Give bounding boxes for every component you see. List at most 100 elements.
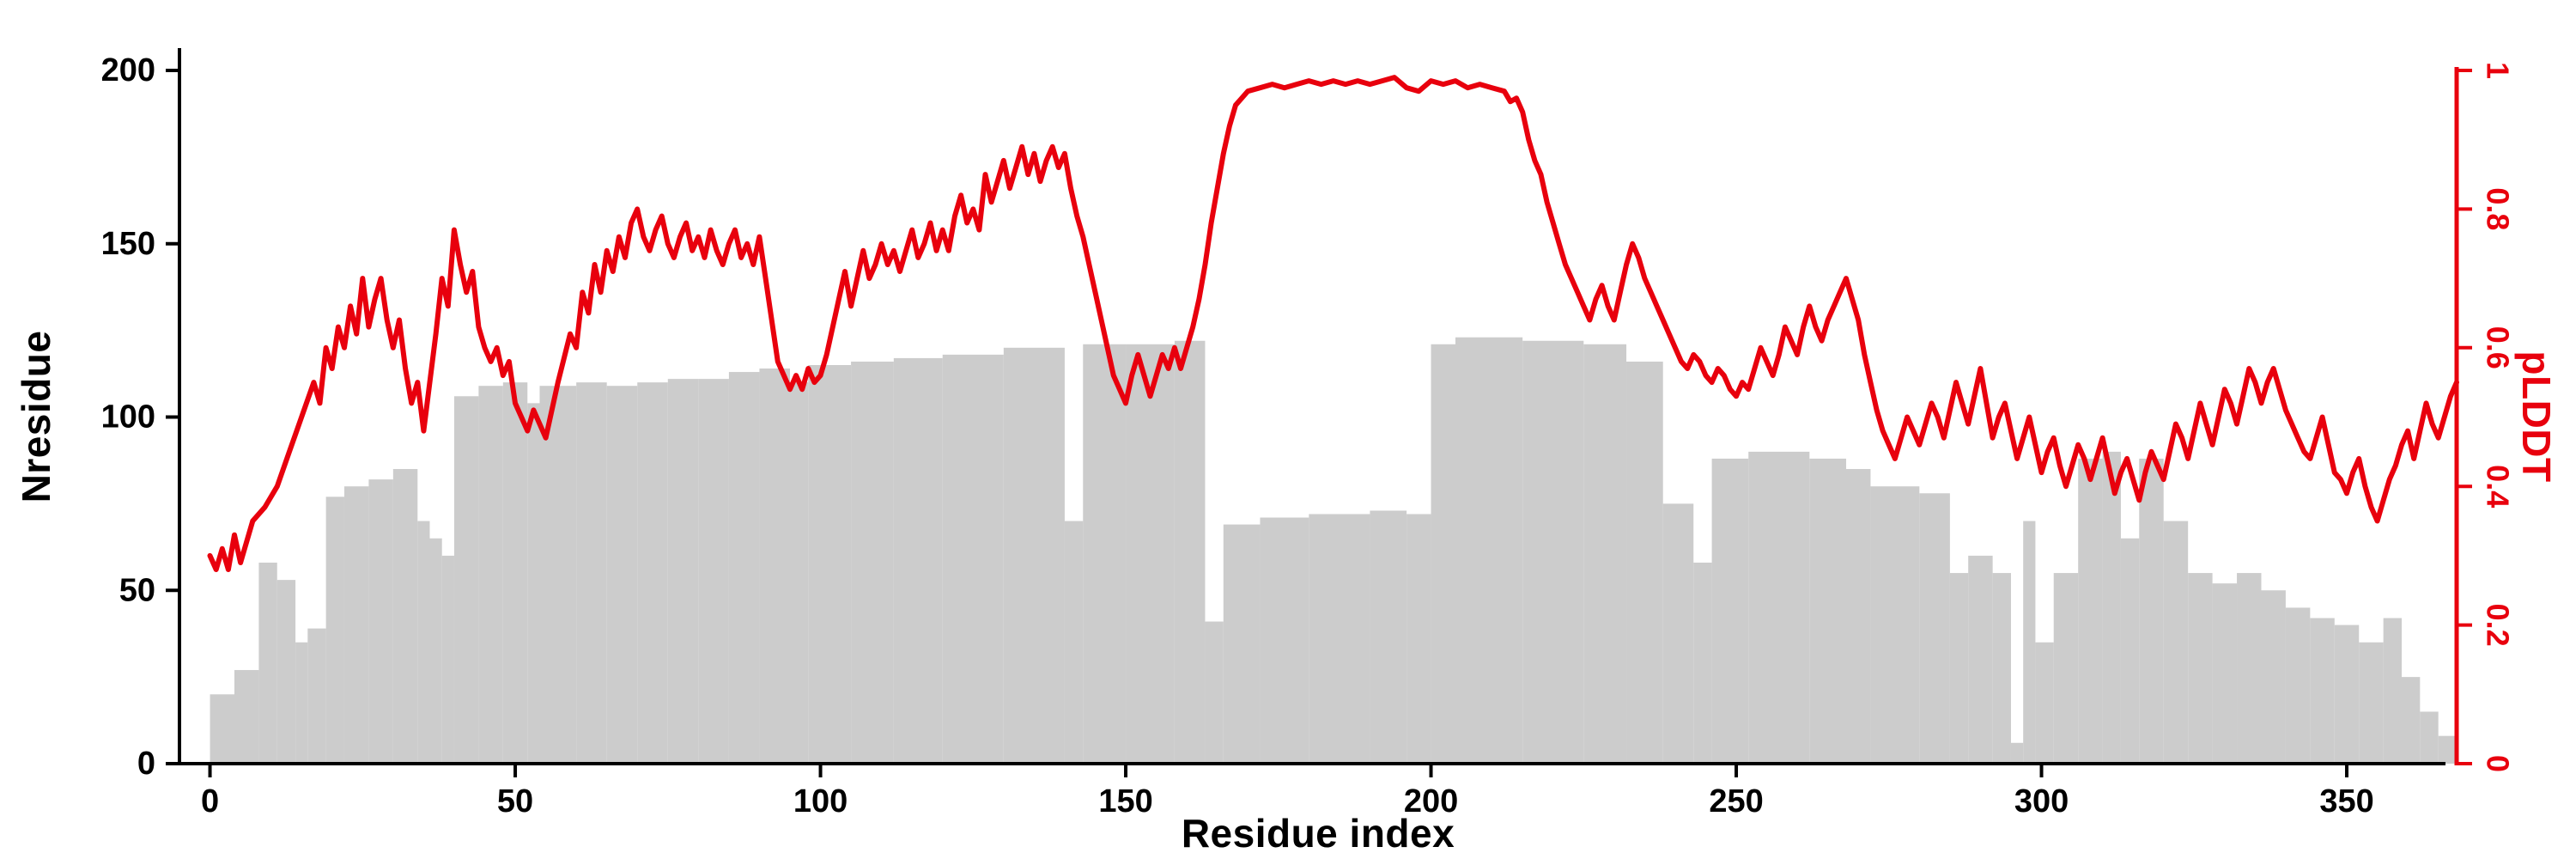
residue-count-bar xyxy=(2285,607,2311,764)
residue-count-bar xyxy=(942,354,1004,764)
residue-count-bar xyxy=(1870,486,1920,764)
residue-count-bar xyxy=(502,382,528,764)
residue-count-bar xyxy=(1126,344,1175,764)
residue-count-bar xyxy=(2120,538,2140,764)
residue-count-bar xyxy=(2035,642,2054,764)
residue-count-bar xyxy=(2139,458,2164,764)
x-tick-label: 200 xyxy=(1404,783,1458,819)
residue-count-bar xyxy=(2023,521,2036,764)
residue-count-bar xyxy=(606,386,638,764)
residue-count-bar xyxy=(1455,337,1523,764)
residue-count-bar xyxy=(2163,521,2189,764)
residue-count-bar xyxy=(1370,510,1407,764)
x-tick-label: 50 xyxy=(497,783,533,819)
residue-count-bar xyxy=(2102,451,2121,764)
residue-count-bar xyxy=(276,580,296,764)
residue-count-bar xyxy=(1223,524,1261,764)
y-left-tick-label: 50 xyxy=(119,572,155,608)
residue-count-bar xyxy=(1205,621,1224,764)
residue-count-bar xyxy=(851,361,894,764)
residue-count-bar xyxy=(728,372,760,764)
residue-count-bar xyxy=(2359,642,2384,764)
y-right-tick-label: 0.6 xyxy=(2481,326,2516,369)
residue-count-bar xyxy=(2212,583,2238,764)
x-tick-label: 250 xyxy=(1709,783,1763,819)
y-right-tick-label: 0 xyxy=(2481,755,2516,772)
residue-count-bar xyxy=(234,670,259,764)
residue-count-bar xyxy=(2188,573,2213,764)
residue-count-bar xyxy=(808,364,852,764)
residue-count-bar xyxy=(2420,711,2439,764)
x-tick-label: 350 xyxy=(2319,783,2373,819)
residue-count-bar xyxy=(392,469,418,764)
residue-count-bar xyxy=(2383,618,2403,764)
residue-count-bar xyxy=(429,538,442,764)
plddt-line xyxy=(207,75,2459,572)
residue-count-bar xyxy=(1992,573,2011,764)
y-left-tick-label: 0 xyxy=(137,746,155,782)
residue-count-bar xyxy=(1846,469,1871,764)
residue-count-bar xyxy=(1693,562,1712,764)
residue-count-bar xyxy=(325,497,344,764)
residue-count-bar xyxy=(1626,361,1663,764)
residue-count-bar xyxy=(789,382,809,764)
residue-count-bar xyxy=(1064,521,1084,764)
residue-count-bar xyxy=(1003,347,1065,764)
residue-count-bar xyxy=(1431,344,1455,764)
residue-count-bar xyxy=(576,382,607,764)
residue-count-bar xyxy=(1309,514,1370,764)
residue-count-bar xyxy=(759,369,790,764)
x-tick-label: 100 xyxy=(793,783,848,819)
residue-count-bar xyxy=(1083,344,1127,764)
residue-count-bar xyxy=(2402,677,2421,764)
residue-count-bar xyxy=(210,694,234,764)
residue-count-bar xyxy=(2053,573,2079,764)
residue-count-bar xyxy=(1748,451,1810,764)
residue-count-bar xyxy=(1919,493,1950,764)
residue-count-bar xyxy=(343,486,369,764)
residue-count-bar xyxy=(539,386,577,764)
x-tick-label: 150 xyxy=(1098,783,1152,819)
y-left-tick-label: 150 xyxy=(101,226,155,262)
residue-count-bar xyxy=(698,379,729,764)
y-left-tick-label: 100 xyxy=(101,399,155,436)
residue-count-bar xyxy=(2261,590,2286,764)
residue-count-bar xyxy=(441,555,454,764)
x-tick-label: 0 xyxy=(201,783,219,819)
y-left-tick-label: 200 xyxy=(101,52,155,88)
residue-count-bar xyxy=(1949,573,1969,764)
residue-count-bar xyxy=(2010,742,2024,764)
residue-count-bar xyxy=(478,386,503,764)
residue-count-bar xyxy=(893,357,943,764)
residue-count-bar xyxy=(1406,514,1431,764)
residue-count-bar xyxy=(1260,517,1309,764)
residue-count-bar xyxy=(667,379,699,764)
y-axis-label-left: Nresidue xyxy=(14,330,58,503)
residue-count-bar xyxy=(1174,340,1206,764)
residue-count-bar xyxy=(1583,344,1627,764)
residue-count-bar xyxy=(368,479,393,764)
y-right-tick-label: 0.4 xyxy=(2481,465,2516,508)
residue-count-bar xyxy=(2334,624,2360,764)
y-axis-label-right: pLDDT xyxy=(2514,350,2559,483)
residue-count-bar xyxy=(527,403,540,764)
residue-count-bar xyxy=(258,562,277,764)
residue-count-bar xyxy=(2237,573,2262,764)
residue-count-bar xyxy=(1711,458,1749,764)
residue-count-bar xyxy=(417,521,430,764)
residue-count-bar xyxy=(1809,458,1847,764)
y-right-tick-label: 1 xyxy=(2481,62,2516,79)
residue-count-bar xyxy=(637,382,668,764)
residue-count-bar xyxy=(1522,340,1584,764)
residue-count-bar xyxy=(2310,618,2335,764)
residue-count-bar xyxy=(2078,458,2103,764)
y-right-tick-label: 0.8 xyxy=(2481,187,2516,230)
residue-count-bar xyxy=(2438,735,2457,764)
residue-count-bar xyxy=(307,628,326,764)
y-right-tick-label: 0.2 xyxy=(2481,604,2516,647)
residue-count-bar xyxy=(453,396,479,764)
residue-count-bar xyxy=(295,642,308,764)
x-tick-label: 300 xyxy=(2014,783,2069,819)
